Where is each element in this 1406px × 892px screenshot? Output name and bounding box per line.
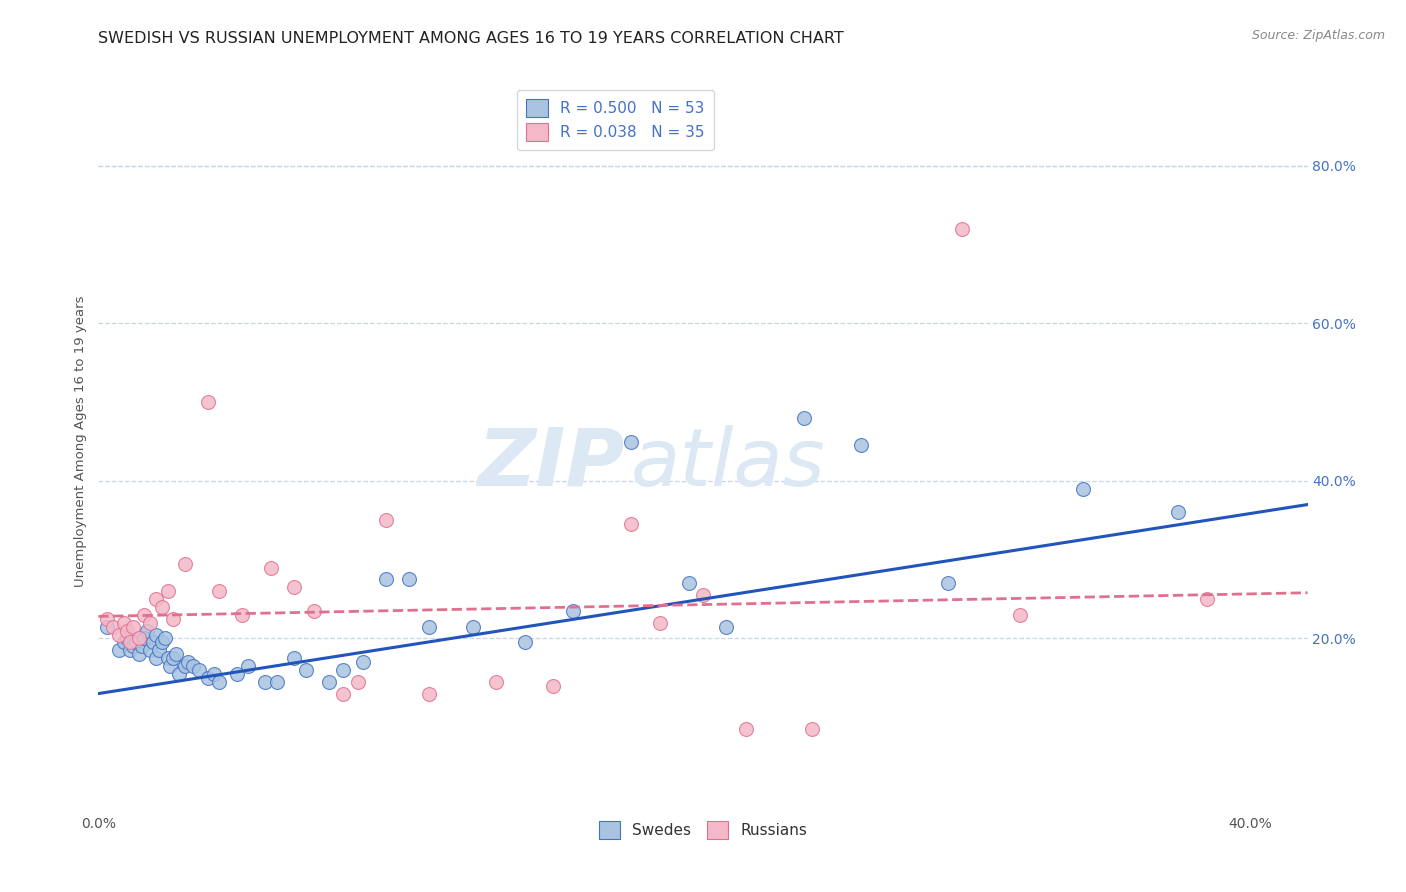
Point <box>208 584 231 599</box>
Point <box>125 635 148 649</box>
Point <box>183 659 205 673</box>
Point <box>107 643 129 657</box>
Point <box>461 619 484 633</box>
Point <box>801 722 824 736</box>
Text: atlas: atlas <box>630 425 825 503</box>
Point <box>735 722 758 736</box>
Point <box>1167 505 1189 519</box>
Point <box>96 612 118 626</box>
Point <box>107 627 129 641</box>
Point <box>101 619 124 633</box>
Point <box>562 604 585 618</box>
Point <box>145 627 167 641</box>
Point <box>266 674 288 689</box>
Point <box>197 395 219 409</box>
Point <box>1071 482 1094 496</box>
Point <box>112 635 135 649</box>
Text: ZIP: ZIP <box>477 425 624 503</box>
Point <box>162 612 184 626</box>
Point <box>304 604 326 618</box>
Point <box>165 647 187 661</box>
Point <box>648 615 671 630</box>
Point <box>173 557 195 571</box>
Point <box>188 663 211 677</box>
Point <box>136 624 159 638</box>
Point <box>543 679 565 693</box>
Point <box>115 632 138 646</box>
Point <box>122 640 145 654</box>
Point <box>936 576 959 591</box>
Point <box>375 513 398 527</box>
Point <box>120 643 142 657</box>
Point <box>156 584 179 599</box>
Point <box>134 632 156 646</box>
Point <box>122 619 145 633</box>
Point <box>346 674 368 689</box>
Point <box>1195 592 1218 607</box>
Point <box>145 592 167 607</box>
Point <box>851 438 873 452</box>
Point <box>294 663 316 677</box>
Point <box>167 666 190 681</box>
Point <box>283 580 305 594</box>
Point <box>162 651 184 665</box>
Point <box>375 573 398 587</box>
Point <box>283 651 305 665</box>
Point <box>176 655 198 669</box>
Text: SWEDISH VS RUSSIAN UNEMPLOYMENT AMONG AGES 16 TO 19 YEARS CORRELATION CHART: SWEDISH VS RUSSIAN UNEMPLOYMENT AMONG AG… <box>98 31 844 46</box>
Point <box>225 666 247 681</box>
Point <box>142 635 165 649</box>
Point <box>513 635 536 649</box>
Point <box>150 635 173 649</box>
Point <box>150 599 173 614</box>
Point <box>793 411 815 425</box>
Point <box>156 651 179 665</box>
Point <box>352 655 374 669</box>
Point <box>236 659 259 673</box>
Point <box>231 607 253 622</box>
Point <box>318 674 340 689</box>
Point <box>260 560 283 574</box>
Point <box>332 687 354 701</box>
Point <box>197 671 219 685</box>
Legend: Swedes, Russians: Swedes, Russians <box>593 815 813 845</box>
Point <box>620 517 643 532</box>
Point <box>418 687 440 701</box>
Point <box>131 640 153 654</box>
Point <box>202 666 225 681</box>
Point <box>398 573 420 587</box>
Point <box>153 632 176 646</box>
Point <box>115 624 138 638</box>
Point <box>145 651 167 665</box>
Point <box>139 615 162 630</box>
Point <box>254 674 277 689</box>
Point <box>692 588 714 602</box>
Point <box>96 619 118 633</box>
Point <box>159 659 181 673</box>
Point <box>418 619 440 633</box>
Point <box>714 619 737 633</box>
Y-axis label: Unemployment Among Ages 16 to 19 years: Unemployment Among Ages 16 to 19 years <box>75 296 87 587</box>
Point <box>485 674 508 689</box>
Point <box>1008 607 1031 622</box>
Point <box>139 643 162 657</box>
Point <box>120 635 142 649</box>
Point <box>112 615 135 630</box>
Point <box>620 434 643 449</box>
Point <box>678 576 700 591</box>
Point <box>134 607 156 622</box>
Point <box>128 647 150 661</box>
Point <box>173 659 195 673</box>
Point <box>208 674 231 689</box>
Text: Source: ZipAtlas.com: Source: ZipAtlas.com <box>1251 29 1385 42</box>
Point <box>950 222 973 236</box>
Point <box>332 663 354 677</box>
Point <box>128 632 150 646</box>
Point <box>148 643 170 657</box>
